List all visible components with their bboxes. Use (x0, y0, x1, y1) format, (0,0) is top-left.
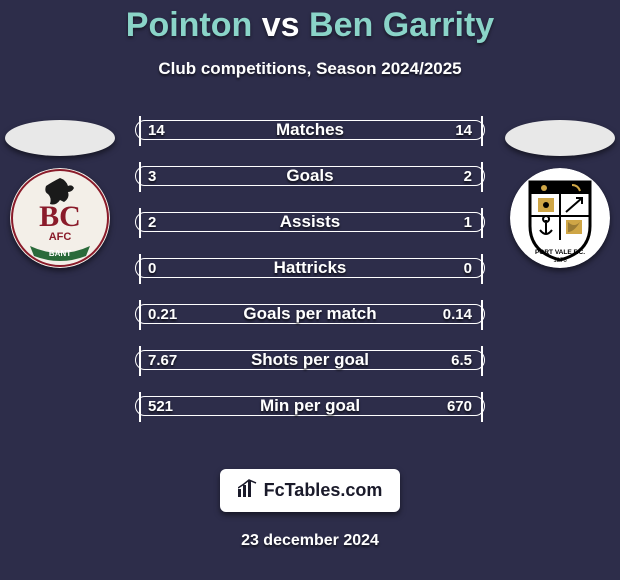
stat-value-left: 2 (144, 214, 160, 231)
stat-bar: 7.67 Shots per goal 6.5 (135, 350, 485, 370)
stat-row: 7.67 Shots per goal 6.5 (0, 350, 620, 370)
stat-label: Goals (286, 166, 333, 186)
indicator-left (139, 392, 141, 422)
stats-area: 14 Matches 14 3 Goals 2 2 Assists 1 0 Hattricks 0 0.… (0, 120, 620, 442)
stat-value-left: 521 (144, 398, 177, 415)
stat-value-left: 0.21 (144, 306, 181, 323)
stat-value-right: 0.14 (439, 306, 476, 323)
footer: FcTables.com 23 december 2024 (0, 469, 620, 550)
indicator-right (481, 346, 483, 376)
stat-label: Min per goal (260, 396, 360, 416)
stat-row: 0.21 Goals per match 0.14 (0, 304, 620, 324)
stat-value-left: 7.67 (144, 352, 181, 369)
indicator-left (139, 116, 141, 146)
stat-bar: 0.21 Goals per match 0.14 (135, 304, 485, 324)
stat-row: 521 Min per goal 670 (0, 396, 620, 416)
stat-value-left: 14 (144, 122, 169, 139)
indicator-right (481, 392, 483, 422)
stat-value-right: 6.5 (447, 352, 476, 369)
vs-text: vs (262, 6, 300, 44)
stat-row: 2 Assists 1 (0, 212, 620, 232)
stat-bar: 3 Goals 2 (135, 166, 485, 186)
stat-row: 14 Matches 14 (0, 120, 620, 140)
stat-bar: 2 Assists 1 (135, 212, 485, 232)
indicator-right (481, 116, 483, 146)
stat-value-left: 0 (144, 260, 160, 277)
indicator-right (481, 208, 483, 238)
stat-label: Goals per match (243, 304, 376, 324)
subtitle: Club competitions, Season 2024/2025 (0, 59, 620, 79)
indicator-left (139, 254, 141, 284)
stat-bar: 0 Hattricks 0 (135, 258, 485, 278)
stat-value-right: 0 (460, 260, 476, 277)
stat-row: 3 Goals 2 (0, 166, 620, 186)
comparison-title: Pointon vs Ben Garrity (0, 0, 620, 45)
stat-label: Shots per goal (251, 350, 369, 370)
indicator-left (139, 346, 141, 376)
stat-bar: 14 Matches 14 (135, 120, 485, 140)
stat-label: Matches (276, 120, 344, 140)
indicator-left (139, 208, 141, 238)
indicator-right (481, 300, 483, 330)
stat-value-right: 14 (451, 122, 476, 139)
stat-label: Assists (280, 212, 340, 232)
stat-value-right: 1 (460, 214, 476, 231)
brand-box[interactable]: FcTables.com (220, 469, 401, 512)
player2-name: Ben Garrity (309, 6, 494, 44)
chart-icon (238, 479, 258, 502)
stat-value-right: 670 (443, 398, 476, 415)
brand-text: FcTables.com (264, 480, 383, 501)
indicator-left (139, 162, 141, 192)
stat-bar: 521 Min per goal 670 (135, 396, 485, 416)
stat-value-left: 3 (144, 168, 160, 185)
stat-label: Hattricks (274, 258, 347, 278)
player1-name: Pointon (126, 6, 253, 44)
stat-row: 0 Hattricks 0 (0, 258, 620, 278)
date-text: 23 december 2024 (0, 532, 620, 550)
stat-value-right: 2 (460, 168, 476, 185)
indicator-right (481, 162, 483, 192)
indicator-left (139, 300, 141, 330)
indicator-right (481, 254, 483, 284)
